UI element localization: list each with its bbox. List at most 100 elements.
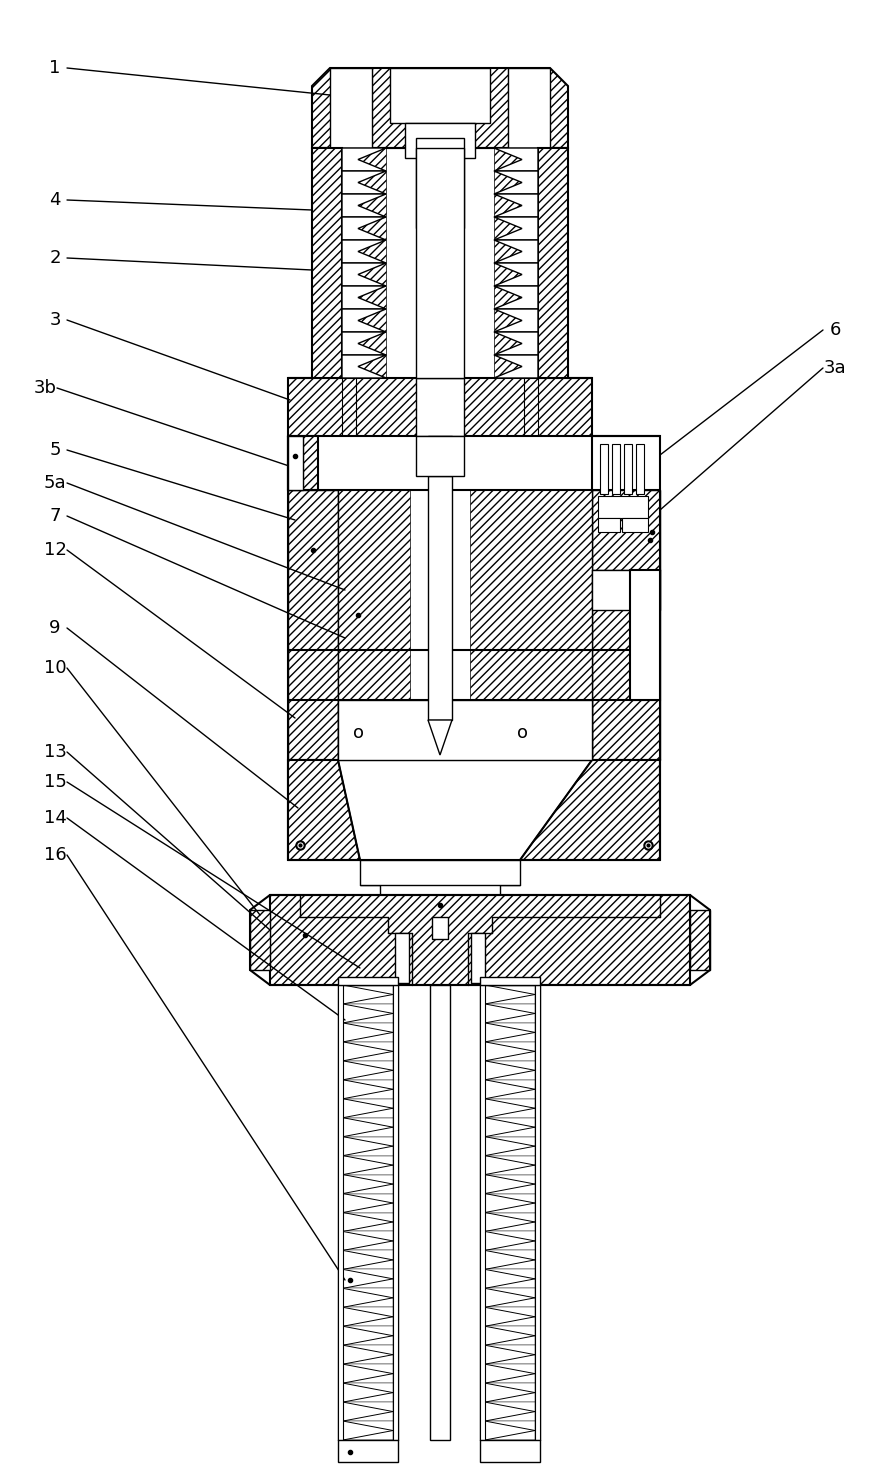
Text: 12: 12 <box>44 542 66 559</box>
Polygon shape <box>485 1194 535 1213</box>
Polygon shape <box>485 1023 535 1042</box>
Bar <box>480 1440 540 1462</box>
Polygon shape <box>343 985 393 1004</box>
Polygon shape <box>343 1420 393 1440</box>
Text: 5: 5 <box>49 442 61 459</box>
Polygon shape <box>343 1288 393 1307</box>
Polygon shape <box>485 1326 535 1345</box>
Polygon shape <box>343 1175 393 1194</box>
Polygon shape <box>485 1042 535 1061</box>
Polygon shape <box>342 216 386 240</box>
Polygon shape <box>494 149 538 171</box>
Bar <box>390 68 490 124</box>
Polygon shape <box>494 333 538 355</box>
Text: 16: 16 <box>44 846 66 864</box>
Bar <box>535 985 540 1440</box>
Bar <box>342 149 386 378</box>
Polygon shape <box>343 1042 393 1061</box>
Bar <box>630 570 660 701</box>
Polygon shape <box>494 286 538 309</box>
Polygon shape <box>494 263 538 286</box>
Text: 10: 10 <box>44 659 66 677</box>
Polygon shape <box>494 240 538 263</box>
Polygon shape <box>343 1213 393 1232</box>
Text: o: o <box>353 724 363 742</box>
Text: 7: 7 <box>49 506 61 526</box>
Text: o: o <box>517 724 527 742</box>
Polygon shape <box>342 355 386 378</box>
Polygon shape <box>343 1403 393 1420</box>
Polygon shape <box>343 1326 393 1345</box>
Polygon shape <box>343 1307 393 1326</box>
Polygon shape <box>470 490 592 701</box>
Polygon shape <box>342 240 386 263</box>
Bar <box>690 910 710 970</box>
Polygon shape <box>343 1117 393 1136</box>
Polygon shape <box>312 68 568 149</box>
Polygon shape <box>494 309 538 333</box>
Bar <box>592 570 660 609</box>
Polygon shape <box>485 1403 535 1420</box>
Bar <box>288 436 303 490</box>
Polygon shape <box>494 355 538 378</box>
Bar <box>250 910 270 970</box>
Text: 15: 15 <box>44 773 66 790</box>
Text: 9: 9 <box>49 620 61 637</box>
Polygon shape <box>288 760 360 860</box>
Polygon shape <box>342 333 386 355</box>
Bar <box>494 149 538 378</box>
Bar <box>624 445 632 495</box>
Bar <box>393 985 398 1440</box>
Bar <box>622 518 648 531</box>
Bar <box>416 436 464 475</box>
Bar <box>592 490 660 760</box>
Bar <box>430 985 450 1440</box>
Polygon shape <box>342 286 386 309</box>
Polygon shape <box>485 1288 535 1307</box>
Text: 3a: 3a <box>824 359 847 377</box>
Polygon shape <box>343 1345 393 1365</box>
Polygon shape <box>342 309 386 333</box>
Bar <box>270 895 690 985</box>
Bar <box>432 917 448 939</box>
Bar <box>338 977 398 985</box>
Polygon shape <box>343 1098 393 1117</box>
Polygon shape <box>343 1156 393 1175</box>
Polygon shape <box>342 171 386 194</box>
Bar <box>288 490 338 760</box>
Polygon shape <box>485 1345 535 1365</box>
Polygon shape <box>485 1250 535 1269</box>
Bar <box>538 149 568 378</box>
Polygon shape <box>494 216 538 240</box>
Text: 5a: 5a <box>44 474 66 492</box>
Polygon shape <box>343 1232 393 1250</box>
Text: 3: 3 <box>49 311 61 330</box>
Bar <box>471 933 485 983</box>
Bar <box>288 378 592 436</box>
Bar <box>330 68 372 149</box>
Bar <box>338 1440 398 1462</box>
Polygon shape <box>485 1061 535 1080</box>
Text: 1: 1 <box>49 59 61 77</box>
Polygon shape <box>342 149 386 171</box>
Polygon shape <box>343 1136 393 1156</box>
Bar <box>598 496 648 518</box>
Text: 4: 4 <box>49 191 61 209</box>
Polygon shape <box>520 760 660 860</box>
Polygon shape <box>343 1080 393 1098</box>
Text: 3b: 3b <box>33 378 56 397</box>
Bar <box>480 985 485 1440</box>
Polygon shape <box>485 1175 535 1194</box>
Text: 13: 13 <box>44 743 66 761</box>
Polygon shape <box>485 1117 535 1136</box>
Polygon shape <box>342 194 386 216</box>
Polygon shape <box>485 1384 535 1403</box>
Polygon shape <box>343 1194 393 1213</box>
Polygon shape <box>485 985 535 1004</box>
Bar <box>288 436 318 490</box>
Text: 6: 6 <box>829 321 840 339</box>
Bar <box>416 149 464 378</box>
Polygon shape <box>343 1061 393 1080</box>
Polygon shape <box>485 1004 535 1023</box>
Bar <box>338 701 592 760</box>
